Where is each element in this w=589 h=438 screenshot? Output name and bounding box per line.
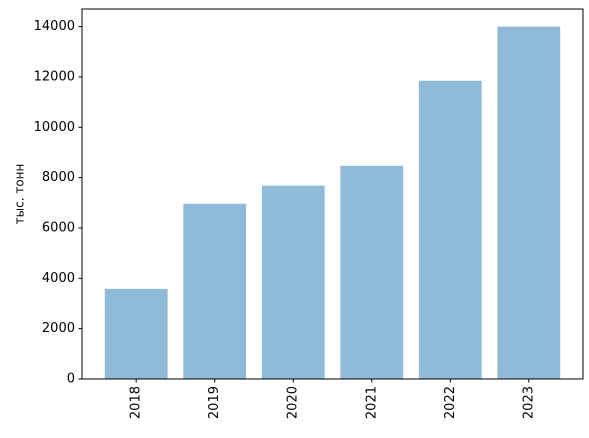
x-tick-label: 2023 <box>521 386 536 419</box>
bar <box>497 26 561 379</box>
y-tick-label: 6000 <box>42 220 75 235</box>
plot-frame <box>81 8 584 380</box>
x-tick-label: 2020 <box>286 386 301 419</box>
y-tick-label: 0 <box>67 372 75 387</box>
x-tick-label: 2022 <box>443 386 458 419</box>
y-tick-label: 2000 <box>42 321 75 336</box>
bar <box>340 165 404 379</box>
y-tick-label: 4000 <box>42 271 75 286</box>
bar <box>183 203 247 379</box>
x-tick-label: 2019 <box>207 386 222 419</box>
bar <box>418 80 482 380</box>
bar <box>104 288 168 379</box>
y-tick-label: 10000 <box>34 120 75 135</box>
y-tick-label: 14000 <box>34 19 75 34</box>
y-tick-label: 12000 <box>34 69 75 84</box>
y-tick-label: 8000 <box>42 170 75 185</box>
x-tick-label: 2018 <box>129 386 144 419</box>
x-tick-label: 2021 <box>364 386 379 419</box>
bar <box>261 185 325 379</box>
y-axis-label: тыс. тонн <box>13 164 27 225</box>
